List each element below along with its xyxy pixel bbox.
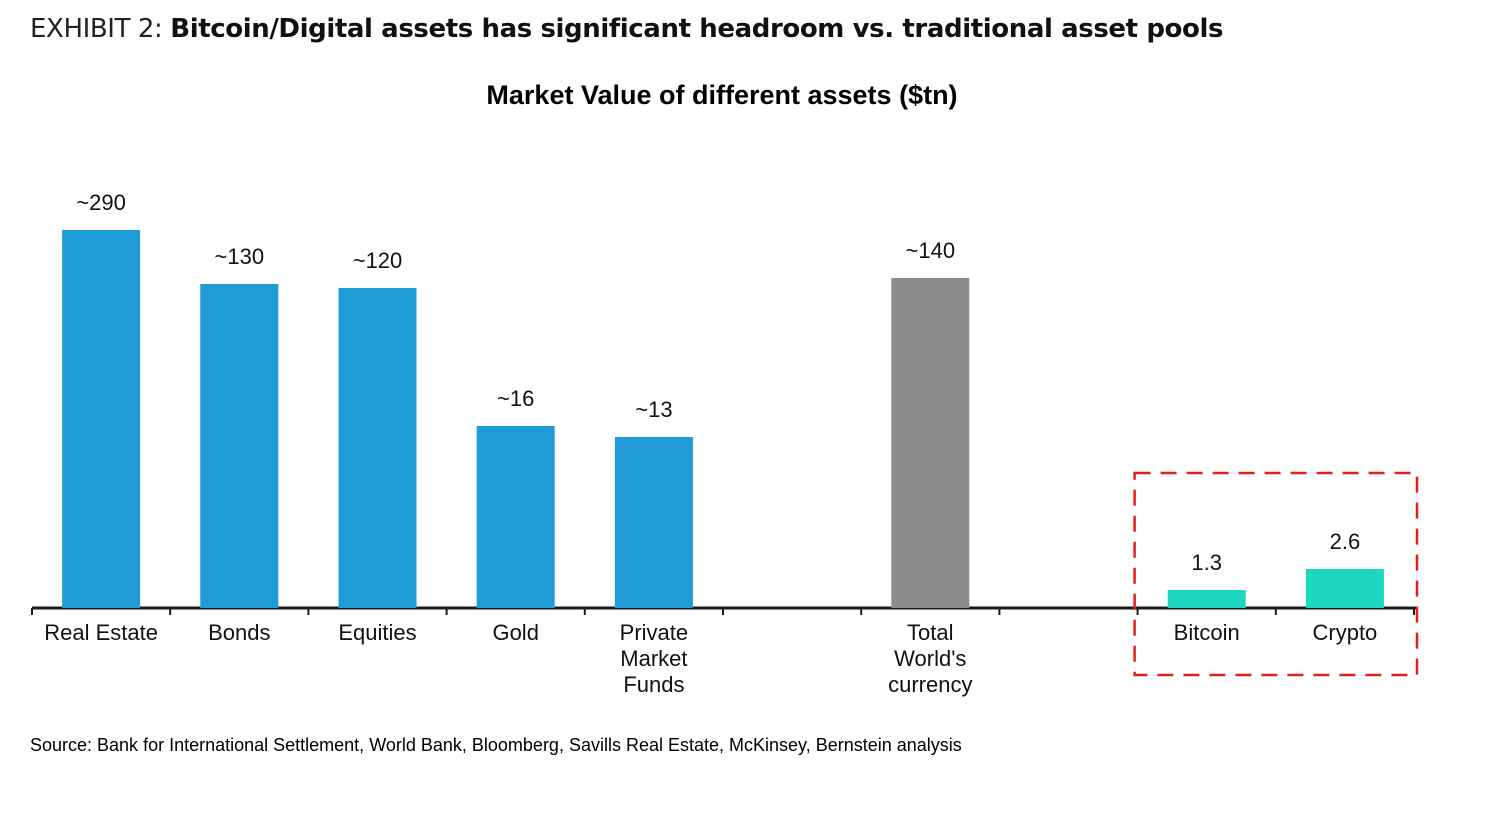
data-label-crypto: 2.6: [1330, 529, 1361, 554]
digital-assets-highlight-box: [1133, 471, 1419, 677]
bar-private-market-funds: [614, 437, 693, 608]
category-label-private-market-funds: Private: [620, 620, 688, 645]
exhibit-prefix: EXHIBIT 2:: [30, 14, 171, 44]
category-label-equities: Equities: [338, 620, 416, 645]
data-label-gold: ~16: [497, 386, 534, 411]
category-label-gold: Gold: [492, 620, 538, 645]
category-label-crypto: Crypto: [1313, 620, 1378, 645]
bar-crypto: [1305, 569, 1384, 608]
bar-gold: [476, 426, 555, 608]
data-label-total-world-s-currency: ~140: [906, 238, 956, 263]
bar-real-estate: [62, 230, 141, 608]
bar-bitcoin: [1167, 590, 1246, 608]
chart-title: Market Value of different assets ($tn): [486, 80, 958, 110]
data-label-real-estate: ~290: [76, 190, 126, 215]
data-label-bitcoin: 1.3: [1191, 550, 1222, 575]
data-label-bonds: ~130: [215, 244, 265, 269]
data-label-equities: ~120: [353, 248, 403, 273]
category-label-total-world-s-currency: Total: [907, 620, 953, 645]
category-label-private-market-funds: Funds: [623, 672, 684, 697]
bar-total-world-s-currency: [891, 278, 970, 608]
category-label-total-world-s-currency: World's: [894, 646, 966, 671]
exhibit-headline: Bitcoin/Digital assets has significant h…: [170, 14, 1224, 44]
source-note: Source: Bank for International Settlemen…: [30, 735, 962, 755]
bar-equities: [338, 288, 417, 608]
category-label-bitcoin: Bitcoin: [1174, 620, 1240, 645]
bar-bonds: [200, 284, 279, 608]
data-label-private-market-funds: ~13: [635, 397, 672, 422]
category-label-total-world-s-currency: currency: [888, 672, 972, 697]
exhibit-heading: EXHIBIT 2: Bitcoin/Digital assets has si…: [30, 14, 1223, 44]
category-label-private-market-funds: Market: [620, 646, 687, 671]
category-label-real-estate: Real Estate: [44, 620, 158, 645]
category-label-bonds: Bonds: [208, 620, 270, 645]
